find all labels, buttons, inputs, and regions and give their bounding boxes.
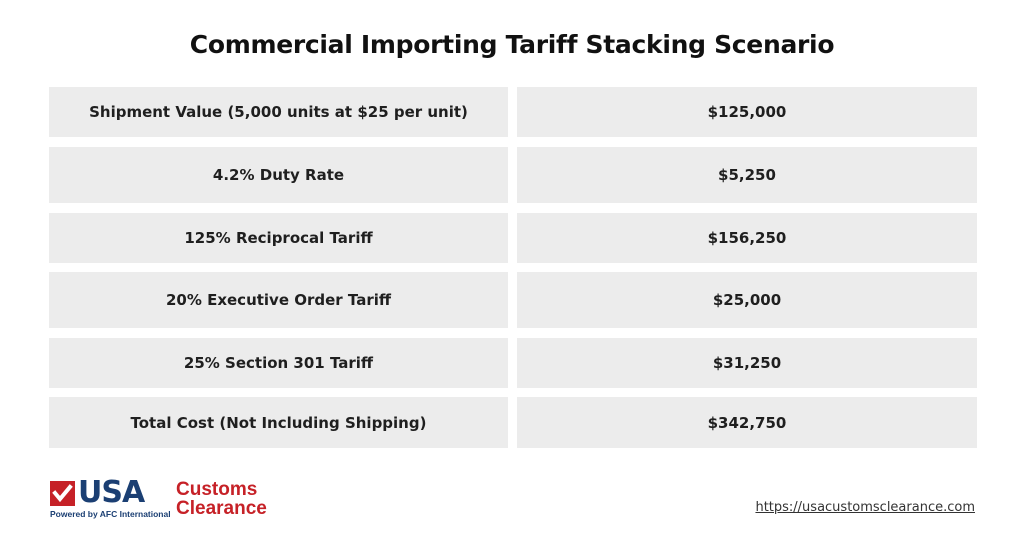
row-value: $31,250: [517, 338, 977, 388]
row-label: 20% Executive Order Tariff: [49, 272, 508, 328]
page-title: Commercial Importing Tariff Stacking Sce…: [189, 30, 835, 59]
website-link[interactable]: https://usacustomsclearance.com: [755, 500, 975, 515]
logo-tagline: Powered by AFC International: [50, 509, 171, 519]
table-row: 25% Section 301 Tariff $31,250: [49, 338, 977, 388]
logo-customs-text: Customs: [176, 479, 258, 500]
checkmark-icon: [50, 481, 75, 506]
table-row: Total Cost (Not Including Shipping) $342…: [49, 397, 977, 448]
table-row: 20% Executive Order Tariff $25,000: [49, 272, 977, 328]
row-label: Total Cost (Not Including Shipping): [49, 397, 508, 448]
logo-usa-text: USA: [78, 475, 145, 510]
table-row: 125% Reciprocal Tariff $156,250: [49, 213, 977, 263]
row-value: $156,250: [517, 213, 977, 263]
row-value: $125,000: [517, 87, 977, 137]
table-row: 4.2% Duty Rate $5,250: [49, 147, 977, 203]
row-label: 4.2% Duty Rate: [49, 147, 508, 203]
row-label: Shipment Value (5,000 units at $25 per u…: [49, 87, 508, 137]
table-row: Shipment Value (5,000 units at $25 per u…: [49, 87, 977, 137]
logo-clearance-text: Clearance: [176, 498, 267, 519]
row-value: $342,750: [517, 397, 977, 448]
row-label: 25% Section 301 Tariff: [49, 338, 508, 388]
row-value: $5,250: [517, 147, 977, 203]
row-value: $25,000: [517, 272, 977, 328]
company-logo[interactable]: USA Powered by AFC International Customs…: [50, 475, 280, 520]
row-label: 125% Reciprocal Tariff: [49, 213, 508, 263]
